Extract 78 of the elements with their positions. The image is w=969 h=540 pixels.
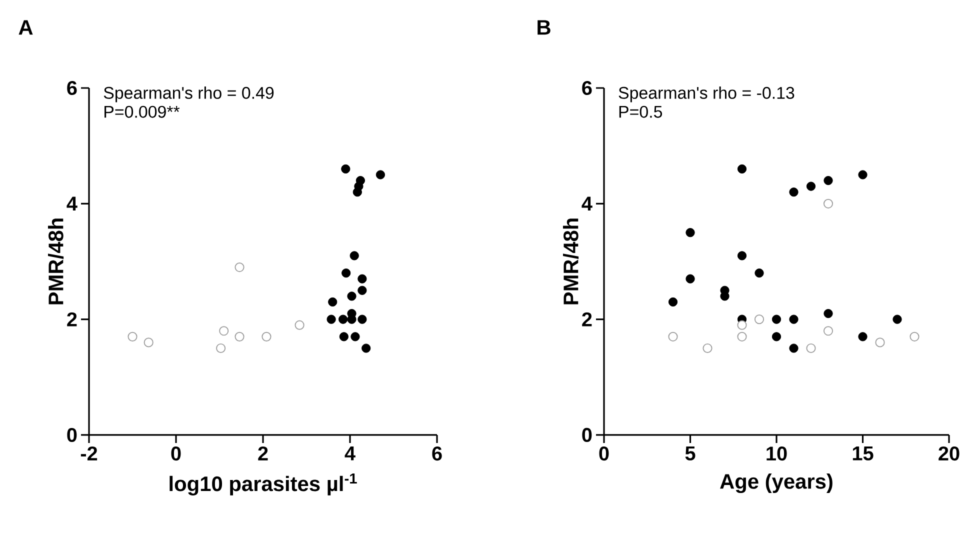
point [754, 314, 764, 324]
point [362, 344, 371, 353]
point [262, 332, 272, 342]
chart-title: A [18, 20, 33, 35]
point [352, 188, 362, 197]
point [216, 343, 226, 354]
point [234, 262, 244, 272]
point [294, 320, 304, 330]
point [686, 274, 695, 284]
point [824, 308, 833, 318]
x-tick-label: 2 [258, 446, 268, 460]
point [892, 314, 902, 324]
x-axis-title: Age (years) [720, 473, 832, 494]
point [823, 326, 834, 336]
point [858, 332, 868, 342]
point [350, 251, 359, 260]
x-tick-label: 20 [938, 446, 960, 461]
point [234, 332, 244, 342]
x-tick-label: 15 [852, 446, 874, 460]
point [328, 297, 338, 307]
point [737, 251, 747, 260]
point [668, 332, 678, 342]
x-tick-label: 0 [599, 446, 609, 461]
point [772, 332, 782, 342]
x-tick-label: 6 [432, 446, 442, 461]
point [326, 314, 336, 324]
point [806, 182, 816, 191]
point [823, 198, 834, 208]
y-tick-label: 6 [67, 80, 77, 96]
point [339, 332, 348, 342]
point [858, 170, 868, 180]
point [341, 164, 350, 174]
point [358, 286, 367, 295]
x-tick-label: -2 [80, 446, 98, 460]
point [350, 332, 360, 342]
x-tick-label: 0 [171, 446, 181, 461]
annotation: P=0.009** [104, 106, 180, 118]
point [686, 228, 695, 238]
y-tick-label: 2 [582, 312, 592, 326]
x-axis-title: log10 parasites µl$^{-1}$ [170, 473, 357, 496]
annotation: Spearman's rho = 0.49 [104, 86, 274, 102]
point [910, 332, 920, 342]
point [144, 338, 154, 348]
point [789, 188, 798, 197]
y-tick-label: 4 [582, 196, 592, 211]
y-tick-label: 0 [582, 428, 592, 442]
chart-title: B [538, 20, 550, 35]
x-tick-label: 5 [685, 446, 696, 460]
y-tick-label: 0 [67, 428, 77, 442]
point [338, 314, 348, 324]
point [358, 274, 367, 284]
point [376, 170, 386, 180]
point [219, 326, 229, 336]
y-tick-label: 4 [66, 196, 78, 211]
point [358, 314, 367, 324]
point [668, 297, 678, 307]
x-tick-label: 10 [766, 446, 787, 461]
x-tick-label: 4 [344, 446, 356, 460]
point [806, 343, 816, 354]
point [737, 320, 747, 330]
point [347, 292, 356, 301]
y-tick-label: 6 [582, 80, 592, 96]
point [702, 343, 712, 354]
point [772, 314, 782, 324]
point [789, 314, 798, 324]
y-axis-title: PMR/48h [48, 218, 64, 304]
y-axis-title: PMR/48h [562, 218, 579, 304]
point [789, 344, 798, 353]
point [128, 332, 138, 342]
annotation: Spearman's rho = -0.13 [618, 86, 794, 102]
point [824, 176, 833, 186]
point [754, 268, 764, 278]
point [342, 268, 351, 278]
point [737, 332, 747, 342]
point [737, 164, 747, 174]
point [875, 338, 885, 348]
y-tick-label: 2 [67, 312, 77, 326]
annotation: P=0.5 [619, 106, 662, 118]
